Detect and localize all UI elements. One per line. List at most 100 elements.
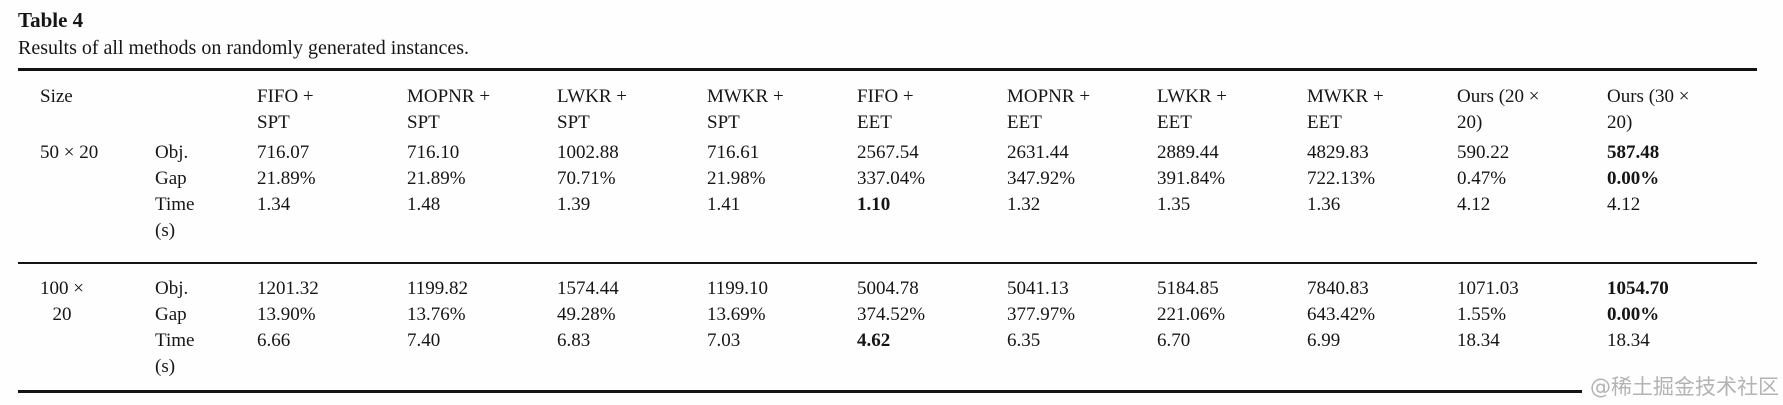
- value-line: 70.71%: [557, 168, 616, 189]
- value-line: 587.48: [1607, 142, 1660, 163]
- value-line: 716.07: [257, 142, 310, 163]
- value-line: 0.47%: [1457, 168, 1507, 189]
- column-header-label: LWKR + EET: [1157, 86, 1227, 133]
- value-cell: 5004.78 374.52% 4.62: [857, 263, 1007, 392]
- value-cell: 4829.83 722.13% 1.36: [1307, 138, 1457, 263]
- value-line: 6.83: [557, 330, 591, 351]
- column-header-ours-20: Ours (20 × 20): [1457, 70, 1607, 139]
- column-header-label: Ours (30 × 20): [1607, 86, 1690, 133]
- metric-label: (s): [155, 356, 176, 377]
- metric-label: Gap: [155, 168, 187, 189]
- value-cell: 7840.83 643.42% 6.99: [1307, 263, 1457, 392]
- value-line: 21.89%: [257, 168, 316, 189]
- value-cell: 716.61 21.98% 1.41: [707, 138, 857, 263]
- value-line: 1.41: [707, 194, 741, 215]
- column-header-mwkr: MWKR + EET: [1307, 70, 1457, 139]
- value-line: 337.04%: [857, 168, 926, 189]
- value-cell: 1002.88 70.71% 1.39: [557, 138, 707, 263]
- column-header-mopnr: MOPNR + EET: [1007, 70, 1157, 139]
- value-line: 7840.83: [1307, 278, 1369, 299]
- value-line: 643.42%: [1307, 304, 1376, 325]
- column-header-metric: [155, 70, 257, 139]
- column-header-mopnr: MOPNR + SPT: [407, 70, 557, 139]
- value-line: 0.00%: [1607, 168, 1660, 189]
- value-cell: 587.48 0.00% 4.12: [1607, 138, 1757, 263]
- value-line: 13.69%: [707, 304, 766, 325]
- metric-labels-cell: Obj. Gap Time (s): [155, 138, 257, 263]
- value-line: 4829.83: [1307, 142, 1369, 163]
- value-line: 590.22: [1457, 142, 1510, 163]
- table-caption: Table 4 Results of all methods on random…: [0, 0, 1783, 63]
- value-line: 5041.13: [1007, 278, 1069, 299]
- column-header-label: FIFO + EET: [857, 86, 914, 133]
- value-cell: 1071.03 1.55% 18.34: [1457, 263, 1607, 392]
- value-line: 1054.70: [1607, 278, 1669, 299]
- value-line: 1.55%: [1457, 304, 1507, 325]
- value-line: 722.13%: [1307, 168, 1376, 189]
- value-line: 13.90%: [257, 304, 316, 325]
- metric-label: Obj.: [155, 142, 189, 163]
- value-cell: 5184.85 221.06% 6.70: [1157, 263, 1307, 392]
- value-line: 2889.44: [1157, 142, 1219, 163]
- value-line: 2631.44: [1007, 142, 1069, 163]
- results-table-header: Size FIFO + SPT MOPNR + SPT LWKR + SPT MWKR …: [18, 70, 1757, 139]
- value-line: 1.48: [407, 194, 441, 215]
- metric-label: (s): [155, 220, 176, 241]
- value-line: 1.35: [1157, 194, 1191, 215]
- column-header-fifo: FIFO + SPT: [257, 70, 407, 139]
- value-line: 2567.54: [857, 142, 919, 163]
- value-line: 18.34: [1607, 330, 1650, 351]
- value-line: 374.52%: [857, 304, 926, 325]
- column-header-label: Ours (20 × 20): [1457, 86, 1540, 133]
- metric-label: Time: [155, 194, 195, 215]
- value-line: 4.12: [1457, 194, 1491, 215]
- value-line: 4.12: [1607, 194, 1641, 215]
- value-line: 1574.44: [557, 278, 619, 299]
- value-line: 49.28%: [557, 304, 616, 325]
- value-cell: 5041.13 377.97% 6.35: [1007, 263, 1157, 392]
- column-header-label: MWKR + SPT: [707, 86, 784, 133]
- size-cell: 100 × 20: [18, 263, 155, 392]
- value-cell: 2889.44 391.84% 1.35: [1157, 138, 1307, 263]
- value-line: 6.70: [1157, 330, 1191, 351]
- size-value: 50 × 20: [40, 142, 99, 163]
- value-line: 18.34: [1457, 330, 1500, 351]
- metric-label: Time: [155, 330, 195, 351]
- metric-labels-cell: Obj. Gap Time (s): [155, 263, 257, 392]
- value-line: 377.97%: [1007, 304, 1076, 325]
- column-header-label: MWKR + EET: [1307, 86, 1384, 133]
- value-line: 21.98%: [707, 168, 766, 189]
- value-line: 0.00%: [1607, 304, 1660, 325]
- column-header-label: FIFO + SPT: [257, 86, 314, 133]
- column-header-label: MOPNR + SPT: [407, 86, 491, 133]
- value-cell: 590.22 0.47% 4.12: [1457, 138, 1607, 263]
- value-line: 1199.82: [407, 278, 469, 299]
- value-line: 1.39: [557, 194, 591, 215]
- size-value: 100 × 20: [40, 278, 84, 325]
- column-header-label: MOPNR + EET: [1007, 86, 1091, 133]
- table-row: 100 × 20 Obj. Gap Time (s) 1201.32 13.90% 6.66 1…: [18, 263, 1757, 392]
- value-cell: 1201.32 13.90% 6.66: [257, 263, 407, 392]
- value-cell: 1199.10 13.69% 7.03: [707, 263, 857, 392]
- size-cell: 50 × 20: [18, 138, 155, 263]
- value-cell: 1574.44 49.28% 6.83: [557, 263, 707, 392]
- value-line: 5004.78: [857, 278, 919, 299]
- value-line: 7.03: [707, 330, 741, 351]
- value-line: 6.99: [1307, 330, 1341, 351]
- value-cell: 1054.70 0.00% 18.34: [1607, 263, 1757, 392]
- value-line: 1071.03: [1457, 278, 1519, 299]
- value-line: 1002.88: [557, 142, 619, 163]
- metric-label: Obj.: [155, 278, 189, 299]
- value-cell: 716.10 21.89% 1.48: [407, 138, 557, 263]
- value-line: 7.40: [407, 330, 441, 351]
- column-header-fifo: FIFO + EET: [857, 70, 1007, 139]
- site-watermark: @稀土掘金技术社区: [1582, 372, 1783, 402]
- value-line: 6.35: [1007, 330, 1041, 351]
- table-caption-text: Results of all methods on randomly gener…: [18, 37, 470, 59]
- value-line: 5184.85: [1157, 278, 1219, 299]
- value-line: 221.06%: [1157, 304, 1226, 325]
- value-line: 1.34: [257, 194, 291, 215]
- column-header-label: Size: [40, 86, 73, 107]
- column-header-lwkr: LWKR + EET: [1157, 70, 1307, 139]
- value-line: 716.61: [707, 142, 760, 163]
